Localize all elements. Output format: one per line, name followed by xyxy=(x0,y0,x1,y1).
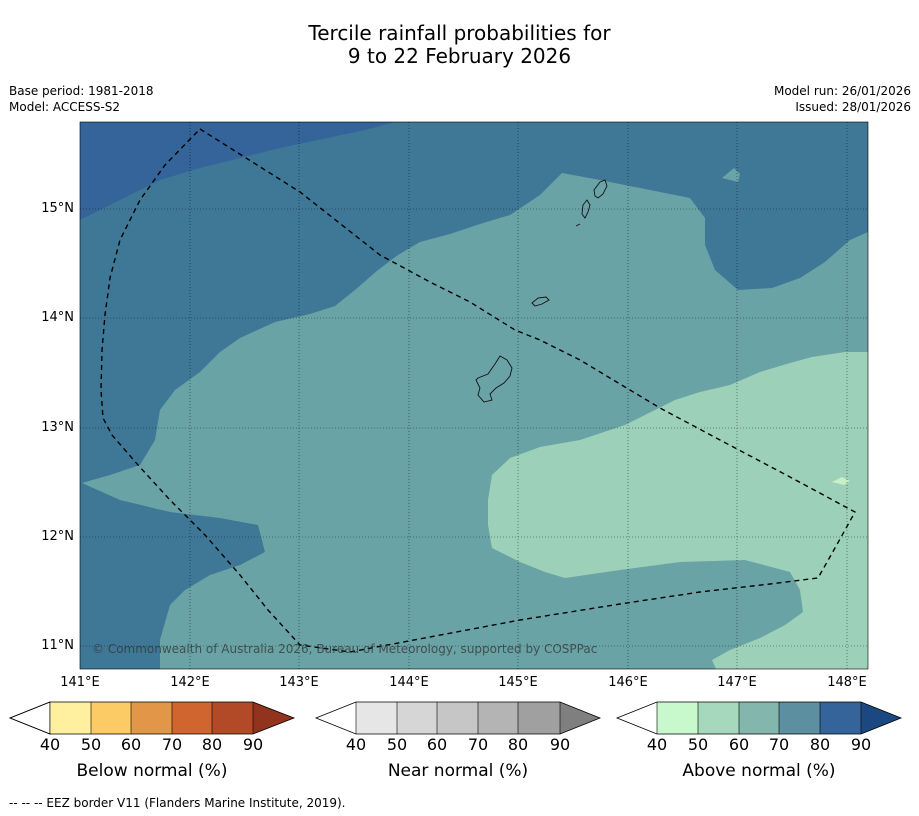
colorbar-near-tick: 40 xyxy=(345,735,367,754)
model-name: Model: ACCESS-S2 xyxy=(9,100,121,114)
colorbar-near-80-90 xyxy=(518,702,560,734)
patch-above-60-north xyxy=(722,168,740,182)
lon-label: 141°E xyxy=(60,675,100,690)
lat-label: 14°N xyxy=(41,310,74,325)
colorbar-above-low xyxy=(617,702,657,734)
map-frame xyxy=(79,121,869,670)
lat-label: 12°N xyxy=(41,529,74,544)
colorbar-below-70-80 xyxy=(172,702,212,734)
island-tinian xyxy=(581,199,591,219)
colorbar-above-80-90 xyxy=(820,702,861,734)
lon-label: 143°E xyxy=(279,675,319,690)
colorbar-near-tick: 70 xyxy=(467,735,489,754)
colorbar-below-80-90 xyxy=(212,702,253,734)
title-line-2: 9 to 22 February 2026 xyxy=(347,44,572,68)
colorbar-below-tick: 40 xyxy=(39,735,61,754)
lat-label: 15°N xyxy=(41,201,74,216)
colorbar-below-tick: 80 xyxy=(201,735,223,754)
model-run: Model run: 26/01/2026 xyxy=(773,84,911,98)
lat-label: 11°N xyxy=(41,638,74,653)
map-title: Tercile rainfall probabilities for 9 to … xyxy=(0,22,919,68)
base-period: Base period: 1981-2018 xyxy=(9,84,154,98)
colorbar-below-50-60 xyxy=(91,702,131,734)
colorbar-below-60-70 xyxy=(131,702,172,734)
lat-label: 13°N xyxy=(41,420,74,435)
colorbar-near-tick: 90 xyxy=(549,735,571,754)
colorbar-above-high xyxy=(861,702,901,734)
meta-left: Base period: 1981-2018 Model: ACCESS-S2 xyxy=(9,83,154,115)
island-rota xyxy=(531,296,550,307)
colorbar-near-tick: 80 xyxy=(507,735,529,754)
colorbar-near-40-50 xyxy=(356,702,397,734)
colorbar-below-title: Below normal (%) xyxy=(76,761,228,781)
colorbar-above-tick: 60 xyxy=(728,735,750,754)
colorbar-above xyxy=(615,701,903,735)
probability-field: © Commonwealth of Australia 2026, Bureau… xyxy=(80,122,868,669)
lon-label: 145°E xyxy=(498,675,538,690)
colorbar-near-title: Near normal (%) xyxy=(387,761,529,781)
colorbar-above-tick: 70 xyxy=(768,735,790,754)
region-above-80-northwest xyxy=(80,122,395,220)
colorbar-near-tick: 50 xyxy=(386,735,408,754)
colorbar-below-tick: 70 xyxy=(161,735,183,754)
colorbar-below-40-50 xyxy=(50,702,91,734)
island-saipan xyxy=(593,179,608,199)
colorbar-below-tick: 50 xyxy=(80,735,102,754)
lon-label: 148°E xyxy=(827,675,867,690)
lon-label: 147°E xyxy=(717,675,757,690)
eez-legend-note: -- -- -- EEZ border V11 (Flanders Marine… xyxy=(9,796,346,810)
colorbar-near-high xyxy=(560,702,600,734)
colorbar-near-low xyxy=(316,702,356,734)
copyright-text: © Commonwealth of Australia 2026, Bureau… xyxy=(92,642,597,656)
island-guam xyxy=(475,355,513,403)
colorbar-below xyxy=(8,701,296,735)
colorbar-above-title: Above normal (%) xyxy=(682,761,836,781)
colorbar-above-tick: 50 xyxy=(687,735,709,754)
colorbar-above-tick: 80 xyxy=(809,735,831,754)
meta-right: Model run: 26/01/2026 Issued: 28/01/2026 xyxy=(774,83,911,115)
colorbar-near-50-60 xyxy=(397,702,437,734)
graticule xyxy=(80,122,868,669)
colorbar-near xyxy=(314,701,602,735)
colorbar-below-low xyxy=(8,701,51,735)
colorbar-below-tick: 90 xyxy=(242,735,264,754)
region-above-50-southeast xyxy=(488,352,868,669)
colorbar-near-60-70 xyxy=(437,702,478,734)
eez-border xyxy=(100,128,856,653)
colorbar-above-70-80 xyxy=(779,702,820,734)
title-line-1: Tercile rainfall probabilities for xyxy=(308,21,611,45)
colorbar-above-tick: 40 xyxy=(646,735,668,754)
lon-label: 146°E xyxy=(608,675,648,690)
island-aguijan xyxy=(575,223,581,227)
colorbar-above-60-70 xyxy=(739,702,779,734)
island-outlines xyxy=(475,179,608,403)
issued-date: Issued: 28/01/2026 xyxy=(795,100,911,114)
colorbar-below-tick: 60 xyxy=(120,735,142,754)
colorbar-near-70-80 xyxy=(478,702,518,734)
lon-label: 144°E xyxy=(389,675,429,690)
lon-label: 142°E xyxy=(170,675,210,690)
colorbar-above-50-60 xyxy=(698,702,739,734)
colorbar-above-tick: 90 xyxy=(850,735,872,754)
colorbar-near-tick: 60 xyxy=(426,735,448,754)
colorbar-below-high xyxy=(253,702,294,734)
patch-above-40-east xyxy=(832,477,850,485)
colorbar-above-40-50 xyxy=(657,702,698,734)
